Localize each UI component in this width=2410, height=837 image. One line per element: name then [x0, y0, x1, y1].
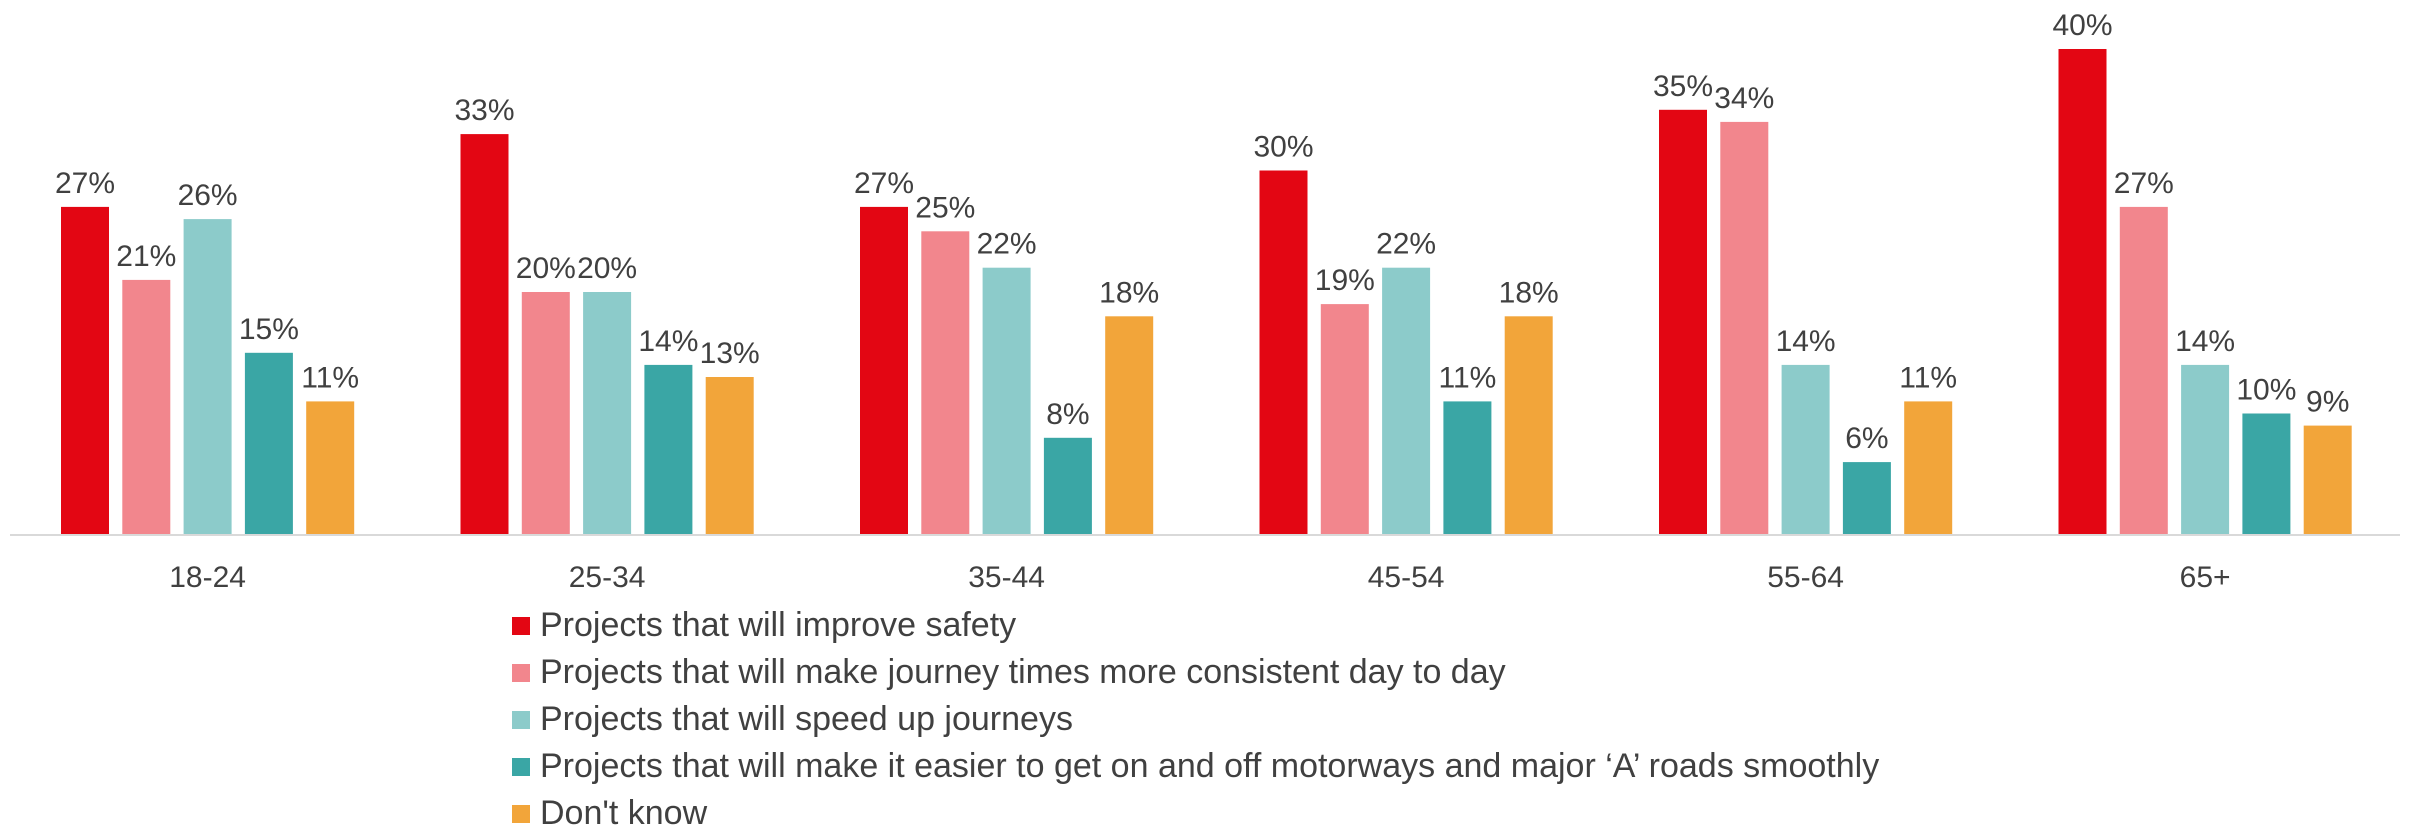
data-label: 15% — [239, 313, 299, 346]
legend-swatch — [512, 616, 530, 635]
category-label: 45-54 — [1368, 561, 1445, 594]
bar — [2242, 413, 2291, 535]
bar — [860, 206, 908, 535]
category-labels-group: 18-24 25-34 35-44 45-54 55-64 65+ — [169, 561, 2230, 594]
bar — [644, 364, 693, 535]
legend: Projects that will improve safety Project… — [512, 602, 1879, 837]
bar — [1105, 316, 1154, 535]
data-label: 26% — [178, 179, 238, 212]
bar — [982, 267, 1031, 535]
data-label: 11% — [1438, 361, 1496, 394]
data-label: 27% — [854, 167, 914, 200]
category-label: 55-64 — [1767, 561, 1844, 594]
bar-chart: 27%21%26%15%11%33%20% 20%14% 13%27%25%22%8… — [10, 9, 2400, 594]
data-label: 40% — [2052, 9, 2112, 42]
data-label: 22% — [977, 228, 1037, 261]
data-label: 19% — [1315, 264, 1375, 297]
legend-swatch — [512, 757, 530, 776]
data-label: 9% — [2306, 386, 2349, 419]
bar — [1659, 109, 1707, 536]
category-label: 35-44 — [968, 561, 1045, 594]
bar — [1720, 121, 1769, 536]
legend-label: Projects that will improve safety — [540, 606, 1017, 644]
category-label: 65+ — [2180, 561, 2231, 594]
data-label: 18% — [1499, 276, 1559, 309]
legend-item: Projects that will make journey times mo… — [512, 649, 1879, 696]
data-label: 18% — [1099, 276, 1159, 309]
legend-item: Don't know — [512, 790, 1879, 837]
bar — [61, 206, 109, 535]
data-label: 27% — [55, 167, 115, 200]
bars-group — [61, 49, 2352, 536]
legend-swatch — [512, 663, 530, 682]
data-label: 13% — [700, 337, 760, 370]
legend-label: Projects that will speed up journeys — [540, 700, 1073, 738]
bar — [1382, 267, 1431, 535]
data-label: 22% — [1376, 228, 1436, 261]
legend-label: Projects that will make it easier to get… — [540, 747, 1880, 785]
legend-label: Don't know — [540, 794, 708, 832]
data-label: 14% — [2175, 325, 2235, 358]
bar-labels-group: 27%21%26%15%11%33%20% 20%14% 13%27%25%22%8… — [55, 9, 2349, 455]
bar — [1259, 170, 1308, 535]
data-label: 11% — [301, 361, 359, 394]
bar — [2181, 364, 2230, 535]
bar — [1781, 364, 1830, 535]
bar — [1842, 462, 1891, 535]
legend-swatch — [512, 804, 530, 823]
category-label: 18-24 — [169, 561, 246, 594]
bar — [183, 219, 232, 535]
bar — [122, 279, 171, 536]
data-label: 35% — [1653, 70, 1713, 103]
data-label: 8% — [1046, 398, 1089, 431]
legend-item: Projects that will improve safety — [512, 602, 1879, 649]
data-label: 20% — [577, 252, 637, 285]
data-label: 14% — [638, 325, 698, 358]
bar — [583, 292, 632, 535]
data-label: 34% — [1714, 82, 1774, 115]
bar — [306, 401, 355, 536]
bar — [1443, 401, 1492, 536]
data-label: 30% — [1253, 131, 1313, 164]
bar — [1043, 437, 1092, 535]
bar — [521, 292, 570, 535]
bar — [1504, 316, 1553, 535]
bar — [705, 377, 754, 535]
data-label: 21% — [116, 240, 176, 273]
data-label: 25% — [915, 191, 975, 224]
legend-item: Projects that will make it easier to get… — [512, 743, 1879, 790]
data-label: 6% — [1845, 422, 1888, 455]
bar — [1904, 401, 1953, 536]
legend-item: Projects that will speed up journeys — [512, 696, 1879, 743]
data-label: 33% — [454, 94, 514, 127]
category-label: 25-34 — [569, 561, 646, 594]
data-label: 14% — [1776, 325, 1836, 358]
data-label: 20% — [516, 252, 576, 285]
bar — [2119, 206, 2168, 535]
data-label: 27% — [2114, 167, 2174, 200]
legend-swatch — [512, 710, 530, 729]
bar — [2058, 49, 2107, 535]
bar — [244, 352, 293, 536]
legend-label: Projects that will make journey times mo… — [540, 653, 1506, 691]
data-label: 11% — [1899, 361, 1957, 394]
bar — [2303, 425, 2352, 535]
bar — [921, 231, 970, 536]
bar — [1320, 304, 1369, 535]
bar — [460, 134, 509, 535]
data-label: 10% — [2236, 374, 2296, 407]
